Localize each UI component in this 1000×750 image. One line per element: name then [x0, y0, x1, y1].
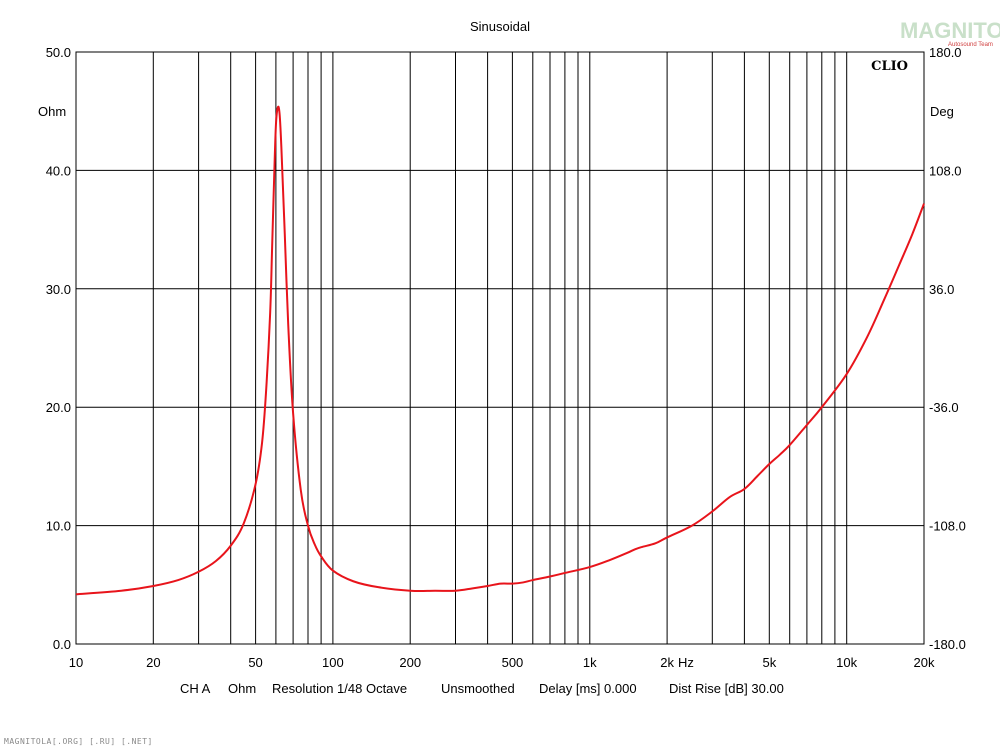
- y2-tick-label: -36.0: [929, 400, 959, 415]
- x-tick-label: 10k: [836, 655, 857, 670]
- y-tick-label: 0.0: [53, 637, 71, 652]
- y-tick-label: 30.0: [46, 282, 71, 297]
- y-axis-right-ticks: -180.0 -108.0 -36.0 36.0 108.0 180.0: [929, 45, 966, 652]
- x-tick-label: 100: [322, 655, 344, 670]
- series-group: [75, 105, 925, 596]
- x-axis-ticks: 10 20 50 100 200 500 1k 2k 5k 10k 20k: [69, 655, 935, 670]
- y-tick-label: 50.0: [46, 45, 71, 60]
- x-tick-label: 20k: [914, 655, 935, 670]
- footer-info: CH A Ohm Resolution 1/48 Octave Unsmooth…: [180, 681, 784, 696]
- x-tick-label: 200: [399, 655, 421, 670]
- footer-dist-rise: Dist Rise [dB] 30.00: [669, 681, 784, 696]
- clio-logo: CLIO: [871, 59, 908, 74]
- footer-smoothing: Unsmoothed: [441, 681, 515, 696]
- x-tick-label: 2k: [660, 655, 674, 670]
- x-axis-unit: Hz: [678, 655, 694, 670]
- horizontal-grid: [76, 169, 924, 527]
- y2-tick-label: -108.0: [929, 519, 966, 534]
- impedance-curve: [75, 105, 925, 596]
- y2-tick-label: 108.0: [929, 163, 962, 178]
- plot-frame: [75, 51, 925, 645]
- y2-tick-label: 180.0: [929, 45, 962, 60]
- footer-resolution: Resolution 1/48 Octave: [272, 681, 407, 696]
- x-tick-label: 500: [502, 655, 524, 670]
- y2-tick-label: -180.0: [929, 637, 966, 652]
- y-axis-label: Ohm: [38, 104, 66, 119]
- brand-box: [862, 56, 910, 74]
- x-tick-label: 20: [146, 655, 160, 670]
- x-tick-label: 1k: [583, 655, 597, 670]
- y2-axis-label: Deg: [930, 104, 954, 119]
- watermark-footer: MAGNITOLA[.ORG] [.RU] [.NET]: [4, 737, 153, 746]
- watermark-text: MAGNITOLA: [900, 18, 1000, 43]
- vertical-grid: [152, 52, 848, 644]
- watermark-logo: MAGNITOLA Autosound Team: [900, 18, 1000, 48]
- x-tick-label: 5k: [762, 655, 776, 670]
- y-tick-label: 20.0: [46, 400, 71, 415]
- y-tick-label: 40.0: [46, 163, 71, 178]
- footer-channel: CH A: [180, 681, 211, 696]
- footer-delay: Delay [ms] 0.000: [539, 681, 637, 696]
- x-tick-label: 10: [69, 655, 83, 670]
- watermark-subtext: Autosound Team: [948, 42, 993, 48]
- footer-unit: Ohm: [228, 681, 256, 696]
- y-axis-left-ticks: 0.0 10.0 20.0 30.0 40.0 50.0: [46, 45, 71, 652]
- y-tick-label: 10.0: [46, 519, 71, 534]
- chart-title: Sinusoidal: [470, 19, 530, 34]
- x-tick-label: 50: [248, 655, 262, 670]
- y2-tick-label: 36.0: [929, 282, 954, 297]
